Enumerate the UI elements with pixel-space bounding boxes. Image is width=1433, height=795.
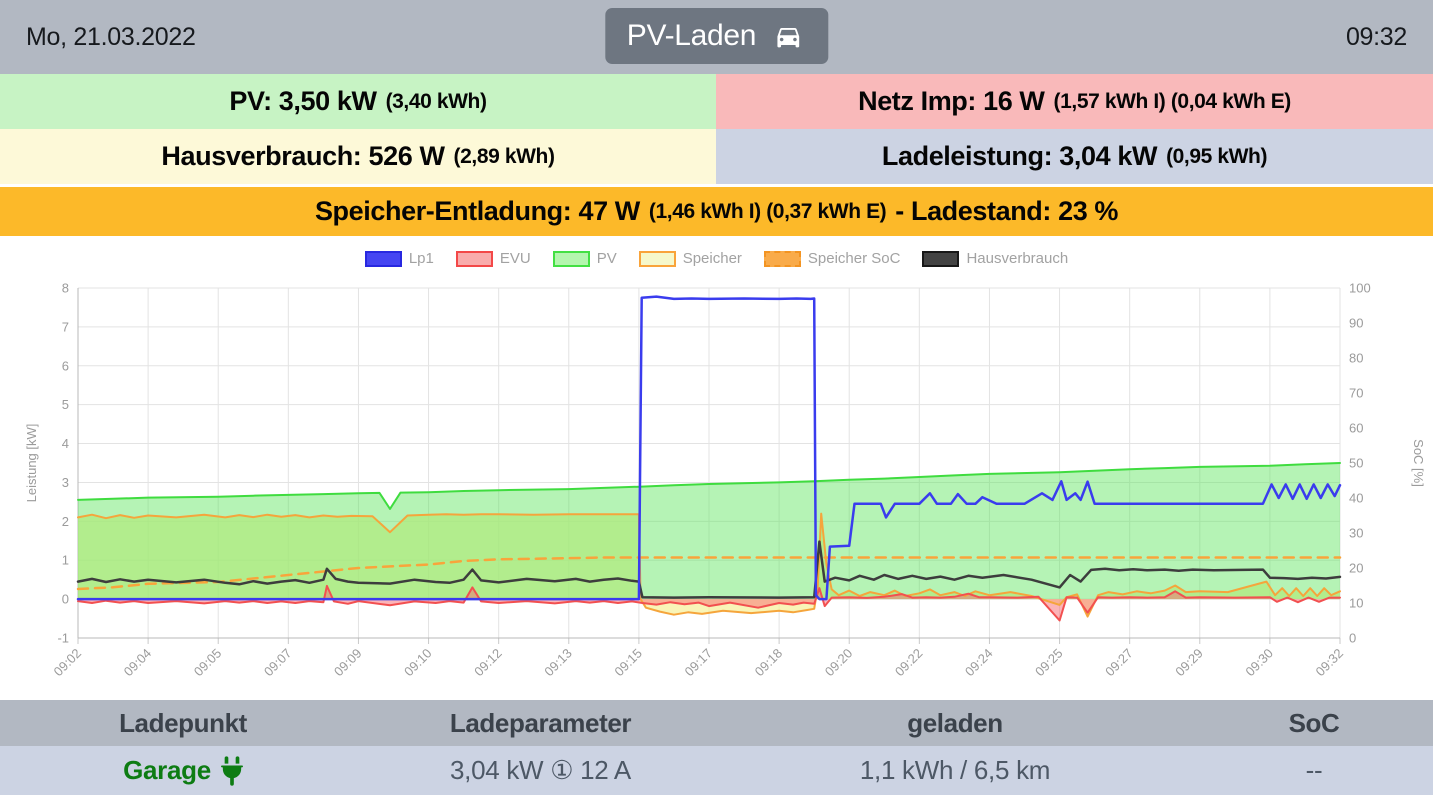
- svg-text:8: 8: [62, 281, 69, 296]
- chart-legend: Lp1 EVU PV Speicher Speicher SoC Hausverbrauc…: [0, 250, 1433, 272]
- svg-text:30: 30: [1349, 526, 1363, 541]
- legend-item-evu[interactable]: EVU: [455, 250, 531, 267]
- svg-text:20: 20: [1349, 561, 1363, 576]
- grid-power: Netz Imp: 16 W: [858, 86, 1045, 116]
- svg-text:09:27: 09:27: [1102, 646, 1136, 680]
- svg-text:09:13: 09:13: [541, 646, 575, 680]
- legend-label: Speicher SoC: [807, 250, 901, 267]
- svg-text:3: 3: [62, 475, 69, 490]
- legend-swatch: [638, 250, 676, 267]
- svg-text:09:32: 09:32: [1313, 646, 1347, 680]
- svg-text:50: 50: [1349, 456, 1363, 471]
- svg-text:09:18: 09:18: [752, 646, 786, 680]
- svg-text:60: 60: [1349, 421, 1363, 436]
- svg-text:09:20: 09:20: [822, 646, 856, 680]
- soc-cell: --: [1305, 755, 1323, 785]
- legend-label: PV: [596, 250, 617, 267]
- grid-status-cell: Netz Imp: 16 W (1,57 kWh I) (0,04 kWh E): [716, 74, 1433, 129]
- svg-text:09:22: 09:22: [892, 646, 926, 680]
- svg-text:4: 4: [62, 436, 69, 451]
- svg-text:5: 5: [62, 397, 69, 412]
- charge-power: Ladeleistung: 3,04 kW: [881, 141, 1158, 171]
- legend-item-speicher-soc[interactable]: Speicher SoC: [763, 250, 901, 267]
- col-ladeparameter: Ladeparameter: [449, 707, 632, 738]
- svg-text:0: 0: [62, 592, 69, 607]
- legend-item-lp1[interactable]: Lp1: [364, 250, 434, 267]
- legend-swatch: [552, 250, 590, 267]
- mode-title: PV-Laden: [626, 19, 757, 52]
- svg-text:09:12: 09:12: [471, 646, 505, 680]
- pv-status-cell: PV: 3,50 kW (3,40 kWh): [0, 74, 716, 129]
- legend-item-pv[interactable]: PV: [552, 250, 617, 267]
- svg-text:09:02: 09:02: [51, 646, 85, 680]
- house-power: Hausverbrauch: 526 W: [161, 141, 445, 171]
- table-row[interactable]: Garage 3,04 kW ① 12 A 1,1 kWh / 6,5 km -…: [0, 746, 1433, 795]
- svg-text:09:07: 09:07: [261, 646, 295, 680]
- chargepoint-table-header: Ladepunkt Ladeparameter geladen SoC: [0, 700, 1433, 746]
- svg-text:90: 90: [1349, 316, 1363, 331]
- charge-status-cell: Ladeleistung: 3,04 kW (0,95 kWh): [716, 129, 1433, 184]
- grid-energy: (1,57 kWh I) (0,04 kWh E): [1053, 89, 1292, 113]
- svg-text:6: 6: [62, 358, 69, 373]
- legend-swatch: [455, 250, 493, 267]
- battery-energy: (1,46 kWh I) (0,37 kWh E): [648, 199, 887, 223]
- col-geladen: geladen: [907, 707, 1003, 738]
- svg-text:40: 40: [1349, 491, 1363, 506]
- svg-text:10: 10: [1349, 596, 1363, 611]
- battery-power: Speicher-Entladung: 47 W: [314, 196, 640, 226]
- legend-swatch: [364, 250, 402, 267]
- chargepoint-name: Garage: [123, 755, 211, 785]
- legend-swatch: [763, 250, 801, 267]
- legend-label: Hausverbrauch: [966, 250, 1069, 267]
- date-text: Mo, 21.03.2022: [26, 22, 196, 51]
- legend-label: Lp1: [408, 250, 434, 267]
- svg-text:09:30: 09:30: [1242, 646, 1276, 680]
- svg-text:09:04: 09:04: [121, 646, 155, 680]
- svg-text:09:17: 09:17: [682, 646, 716, 680]
- house-energy: (2,89 kWh): [453, 144, 555, 168]
- header: Mo, 21.03.2022 PV-Laden 09:32: [0, 0, 1433, 74]
- svg-text:09:29: 09:29: [1172, 646, 1206, 680]
- battery-banner: Speicher-Entladung: 47 W (1,46 kWh I) (0…: [0, 187, 1433, 236]
- chargepoint-name-cell[interactable]: Garage: [0, 746, 366, 795]
- charged-amount-cell: 1,1 kWh / 6,5 km: [859, 755, 1051, 785]
- status-grid: PV: 3,50 kW (3,40 kWh) Netz Imp: 16 W (1…: [0, 74, 1433, 184]
- clock-text: 09:32: [1345, 22, 1407, 51]
- plug-icon: [220, 755, 243, 786]
- legend-label: EVU: [499, 250, 531, 267]
- charge-parameter-cell: 3,04 kW ① 12 A: [450, 755, 631, 785]
- pv-energy: (3,40 kWh): [385, 89, 487, 113]
- svg-text:SoC [%]: SoC [%]: [1411, 439, 1426, 487]
- svg-text:2: 2: [62, 514, 69, 529]
- svg-text:70: 70: [1349, 386, 1363, 401]
- house-status-cell: Hausverbrauch: 526 W (2,89 kWh): [0, 129, 716, 184]
- svg-text:09:25: 09:25: [1032, 646, 1066, 680]
- legend-label: Speicher: [682, 250, 742, 267]
- chargepoint-table: Ladepunkt Ladeparameter geladen SoC Gara…: [0, 700, 1433, 795]
- svg-text:0: 0: [1349, 631, 1356, 646]
- col-soc: SoC: [1288, 707, 1340, 738]
- svg-text:09:05: 09:05: [191, 646, 225, 680]
- svg-text:09:15: 09:15: [611, 646, 645, 680]
- legend-item-hausverbrauch[interactable]: Hausverbrauch: [922, 250, 1068, 267]
- charge-energy: (0,95 kWh): [1166, 144, 1268, 168]
- car-icon: [770, 22, 806, 51]
- svg-text:09:24: 09:24: [962, 646, 996, 680]
- battery-soc: - Ladestand: 23 %: [895, 196, 1119, 226]
- legend-item-speicher[interactable]: Speicher: [638, 250, 742, 267]
- svg-text:1: 1: [62, 553, 69, 568]
- svg-text:7: 7: [62, 319, 69, 334]
- svg-text:09:09: 09:09: [331, 646, 365, 680]
- svg-text:09:10: 09:10: [401, 646, 435, 680]
- svg-text:80: 80: [1349, 351, 1363, 366]
- svg-text:-1: -1: [57, 631, 69, 646]
- svg-text:100: 100: [1349, 281, 1371, 296]
- legend-swatch: [922, 250, 960, 267]
- pv-power: PV: 3,50 kW: [229, 86, 377, 116]
- svg-text:Leistung [kW]: Leistung [kW]: [24, 424, 39, 503]
- col-ladepunkt: Ladepunkt: [119, 707, 247, 738]
- pv-laden-mode-button[interactable]: PV-Laden: [604, 8, 829, 64]
